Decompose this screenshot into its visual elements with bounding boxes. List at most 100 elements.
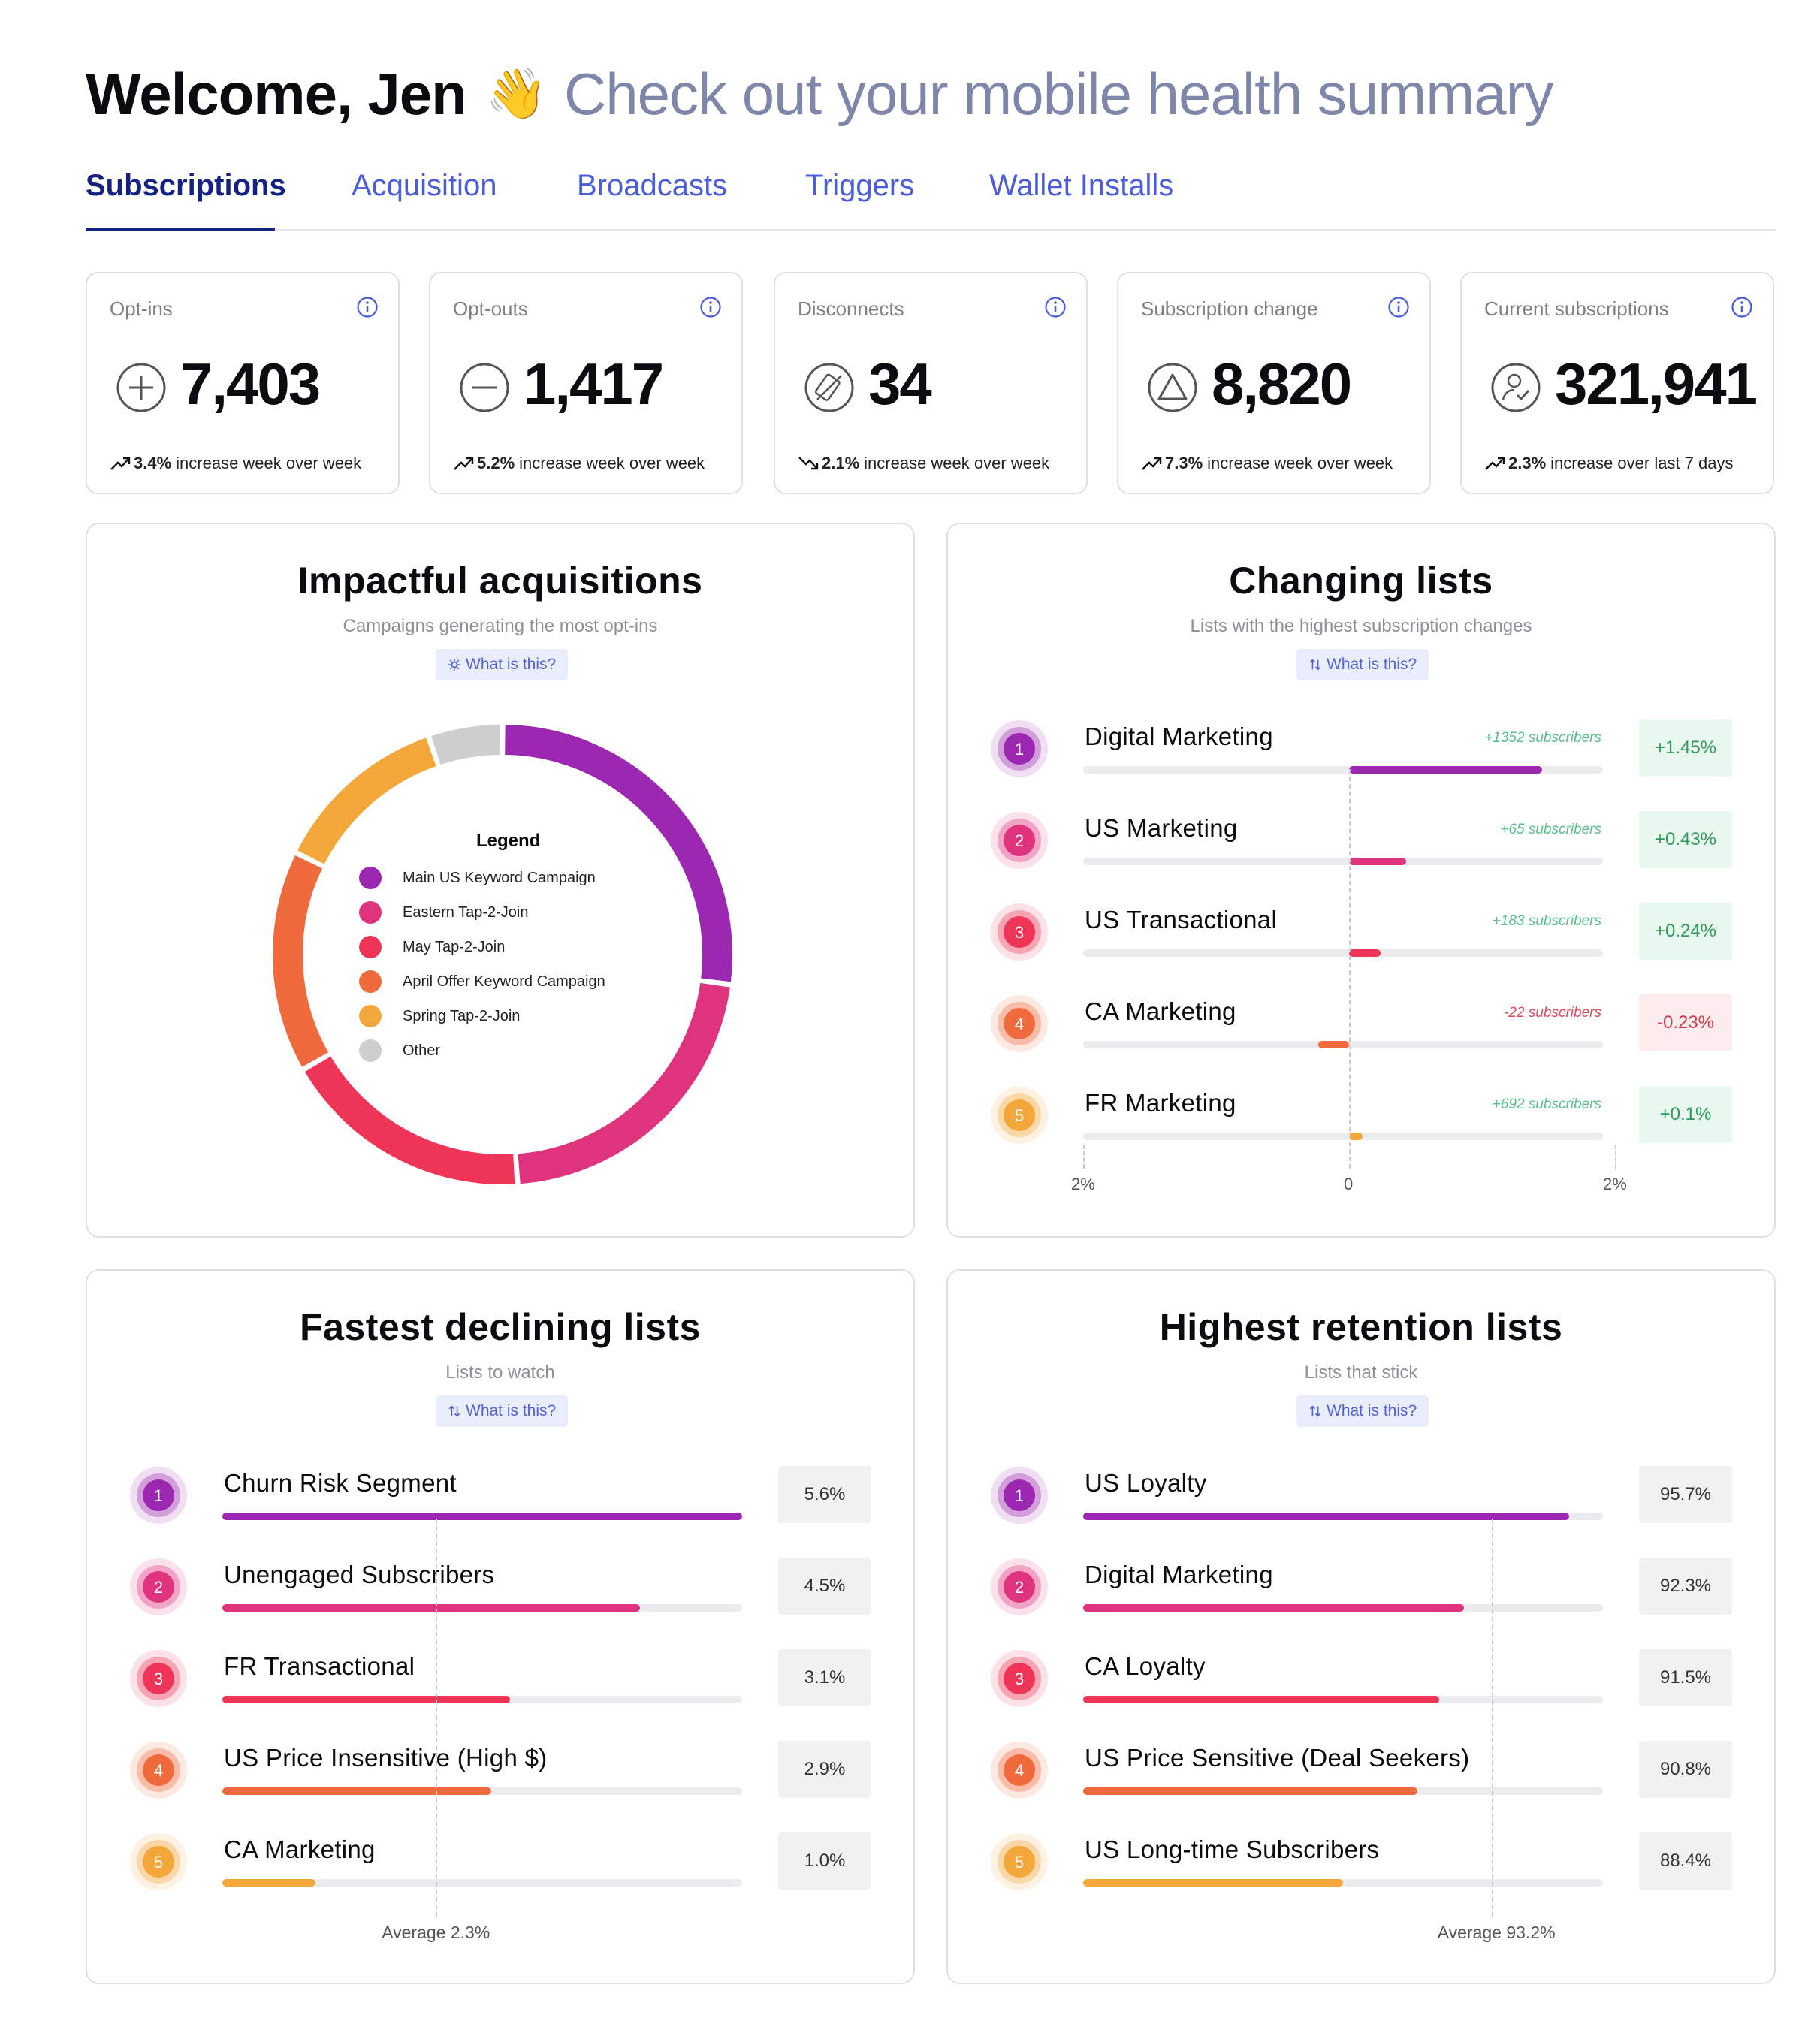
rank-badge: 2 <box>129 1558 188 1616</box>
stat-card: Opt-outs 1,417 5.2% increase week over w… <box>429 272 743 494</box>
plus-circle-icon <box>116 362 167 413</box>
stat-card: Subscription change 8,820 7.3% increase … <box>1117 272 1431 494</box>
rate-value: 90.8% <box>1639 1741 1732 1798</box>
list-name: CA Marketing <box>224 1835 376 1863</box>
rate-value: 4.5% <box>778 1558 871 1615</box>
bar-fill <box>1349 858 1407 865</box>
rate-value: 95.7% <box>1639 1466 1732 1523</box>
legend-label: Other <box>403 1042 441 1059</box>
stat-title: Opt-outs <box>453 297 528 320</box>
legend-item: Other <box>359 1039 440 1062</box>
subscriber-change-note: +692 subscribers <box>1492 1096 1601 1112</box>
bar-fill <box>1083 1787 1417 1795</box>
rank-badge: 2 <box>990 1558 1049 1616</box>
tab-triggers[interactable]: Triggers <box>805 169 915 202</box>
rank-badge: 4 <box>990 994 1049 1053</box>
what-is-this-label: What is this? <box>466 1402 557 1419</box>
donut-slice[interactable] <box>304 1056 515 1184</box>
delta-circle-icon <box>1147 362 1198 413</box>
info-icon[interactable] <box>699 296 722 318</box>
rank-badge: 1 <box>990 719 1049 778</box>
stat-title: Current subscriptions <box>1484 297 1669 320</box>
page-tagline: Check out your mobile health summary <box>563 60 1554 127</box>
rank-number: 4 <box>1015 1761 1024 1780</box>
rank-number: 1 <box>1015 1486 1024 1505</box>
what-is-this-button[interactable]: What is this? <box>436 649 569 680</box>
list-name: FR Transactional <box>224 1652 415 1680</box>
legend-label: Main US Keyword Campaign <box>403 869 596 886</box>
tab-wallet-installs[interactable]: Wallet Installs <box>989 169 1174 202</box>
rank-badge: 3 <box>129 1649 188 1708</box>
subscriber-change-note: +1352 subscribers <box>1484 730 1601 746</box>
rank-number: 3 <box>1015 1670 1024 1688</box>
legend-label: Spring Tap-2-Join <box>403 1007 521 1024</box>
rank-badge: 4 <box>129 1741 188 1799</box>
legend-swatch <box>359 1039 382 1062</box>
panel-title: Highest retention lists <box>1159 1306 1563 1348</box>
info-icon[interactable] <box>1731 296 1753 318</box>
list-name: FR Marketing <box>1085 1089 1236 1117</box>
rank-badge: 1 <box>129 1466 188 1525</box>
rank-number: 1 <box>1015 740 1024 759</box>
stat-trend: 7.3% increase week over week <box>1141 454 1393 473</box>
what-is-this-button[interactable]: What is this? <box>1296 649 1429 680</box>
bar-fill <box>222 1879 315 1887</box>
rank-number: 5 <box>154 1853 163 1872</box>
bar-fill <box>1349 1133 1363 1140</box>
list-name: US Price Sensitive (Deal Seekers) <box>1085 1744 1470 1772</box>
acquisitions-donut-chart <box>273 725 732 1184</box>
bar-fill <box>1083 1879 1343 1887</box>
donut-slice[interactable] <box>297 737 436 864</box>
donut-slice[interactable] <box>518 982 730 1184</box>
info-icon[interactable] <box>356 296 379 318</box>
average-line <box>1491 1519 1493 1917</box>
bar-track <box>1083 1133 1603 1140</box>
average-label: Average 2.3% <box>382 1923 490 1942</box>
legend-item: Spring Tap-2-Join <box>359 1005 520 1027</box>
donut-slice[interactable] <box>431 725 501 765</box>
rate-value: 92.3% <box>1639 1558 1732 1615</box>
trend-percent: 2.1% <box>822 454 860 472</box>
trend-percent: 5.2% <box>477 454 515 472</box>
stat-title: Opt-ins <box>110 297 173 320</box>
rank-badge: 2 <box>990 811 1049 870</box>
list-name: US Transactional <box>1085 906 1278 934</box>
rank-badge: 5 <box>129 1832 188 1891</box>
what-is-this-button[interactable]: What is this? <box>1296 1395 1429 1427</box>
what-is-this-button[interactable]: What is this? <box>436 1395 569 1427</box>
panel-subtitle: Lists that stick <box>1304 1362 1418 1383</box>
legend-label: Eastern Tap-2-Join <box>403 903 529 921</box>
info-icon[interactable] <box>1387 296 1410 318</box>
bar-fill <box>1349 949 1381 957</box>
tab-broadcasts[interactable]: Broadcasts <box>577 169 728 202</box>
rate-value: 88.4% <box>1639 1832 1732 1890</box>
bar-fill <box>1083 1604 1464 1612</box>
list-name: CA Marketing <box>1085 997 1236 1025</box>
tab-subscriptions[interactable]: Subscriptions <box>86 169 286 202</box>
trend-up-icon <box>110 455 131 472</box>
rank-badge: 1 <box>990 1466 1049 1525</box>
change-value: -0.23% <box>1639 994 1732 1051</box>
subscriber-change-note: +183 subscribers <box>1492 913 1601 929</box>
legend-label: April Offer Keyword Campaign <box>403 973 605 990</box>
info-icon[interactable] <box>1044 296 1067 318</box>
stat-trend: 2.3% increase over last 7 days <box>1484 454 1734 473</box>
stat-card: Opt-ins 7,403 3.4% increase week over we… <box>86 272 400 494</box>
tab-acquisition[interactable]: Acquisition <box>352 169 497 202</box>
rank-number: 1 <box>154 1486 163 1505</box>
rank-badge: 4 <box>990 1741 1049 1799</box>
stat-trend: 2.1% increase week over week <box>798 454 1049 473</box>
stat-value: 321,941 <box>1555 351 1758 417</box>
bar-track <box>1083 766 1603 774</box>
trend-percent: 7.3% <box>1165 454 1203 472</box>
donut-slice[interactable] <box>273 855 329 1067</box>
rank-number: 2 <box>1015 831 1024 850</box>
what-is-this-label: What is this? <box>466 656 557 673</box>
trend-up-icon <box>1141 455 1162 472</box>
stat-title: Subscription change <box>1141 297 1318 320</box>
change-value: +0.1% <box>1639 1086 1732 1143</box>
list-name: CA Loyalty <box>1085 1652 1206 1680</box>
up-down-arrows-icon <box>1309 659 1321 671</box>
donut-slice[interactable] <box>505 725 732 982</box>
stat-title: Disconnects <box>798 297 904 320</box>
